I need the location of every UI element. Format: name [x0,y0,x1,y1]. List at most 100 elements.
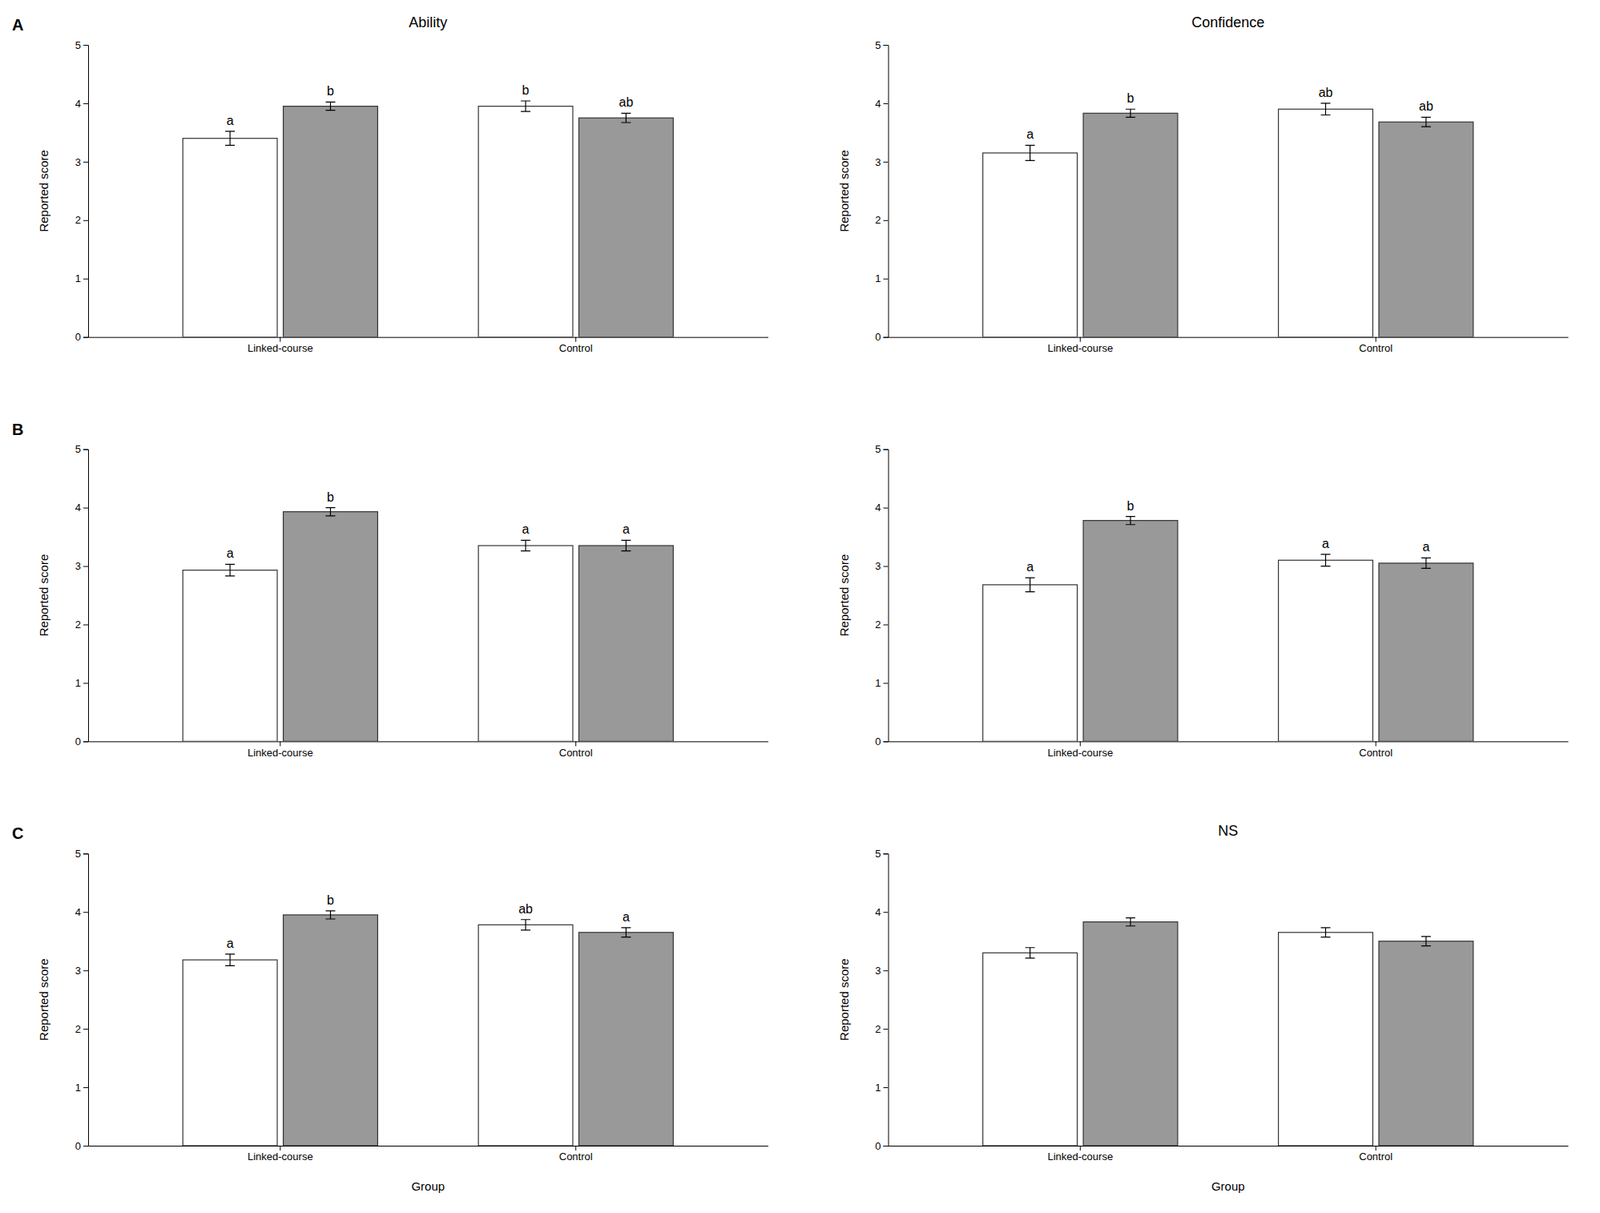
tick-mark [83,278,89,280]
tick: 3 [874,964,888,977]
tick: 3 [75,964,89,977]
tick-mark [83,337,89,339]
bar [182,138,278,338]
tick-label: Control [559,342,593,355]
tick: 4 [874,906,888,919]
tick-mark [83,911,89,913]
tick-mark [83,566,89,568]
tick-label: 1 [874,272,881,285]
error-bar [1125,516,1136,525]
tick-label: 5 [75,39,81,52]
tick: 5 [874,443,888,456]
title: Confidence [1191,14,1265,31]
letter-label: a [1026,127,1034,142]
tick-label: 4 [874,501,881,514]
tick-mark [575,337,577,343]
tick: Control [1358,337,1393,355]
axis-line [83,449,89,742]
marks [983,516,1474,742]
tick-mark [83,853,89,855]
x-axis: Linked-course Control [888,337,1569,355]
marks [983,103,1474,338]
error-bar [1421,936,1431,947]
bar [283,511,379,742]
y-axis: 012345 [75,39,89,344]
tick-mark [883,1028,889,1030]
axis-line [888,1145,1569,1147]
tick: Control [1358,1145,1393,1163]
tick-label: 2 [874,1023,881,1036]
letter-label: a [226,936,234,951]
x-axis: Linked-courseControl [888,1145,1569,1163]
letter-label: b [1127,499,1135,513]
tick-label: Linked-course [247,746,314,759]
tick-label: 2 [75,618,81,631]
tick-label: 2 [874,618,881,631]
error-bar [520,919,531,931]
tick-label: Linked-course [247,342,314,355]
tick-mark [83,220,89,222]
bar [578,117,674,338]
tick-mark [883,44,889,46]
panel: 012345Linked-courseControlNSReported sco… [837,822,1569,1193]
axis-line [883,45,890,339]
tick: 2 [874,618,888,631]
tick-label: 0 [75,330,81,343]
tick: Linked-course [247,1145,314,1163]
error-bar [1025,577,1036,593]
tick: 0 [874,330,888,343]
tick-label: 3 [874,560,881,573]
tick-label: 1 [75,272,81,285]
tick-mark [1375,337,1377,343]
error-bar [1321,554,1331,567]
tick-mark [83,970,89,972]
tick: 1 [874,677,888,690]
tick-label: 0 [75,735,81,748]
tick: 0 [874,1140,888,1153]
error-bar [225,131,235,146]
tick-mark [1080,1145,1081,1151]
tick-label: 1 [874,677,881,690]
axis-line [883,854,890,1147]
tick-label: 4 [75,906,81,919]
bar [1278,108,1374,337]
error-bar [520,540,531,551]
tick-mark [883,220,889,222]
tick: 1 [75,272,89,285]
error-bar [620,927,631,938]
error-bar [1421,557,1431,569]
marks [182,100,674,338]
error-bar [225,564,235,577]
tick-mark [83,741,89,742]
tick: 1 [874,1081,888,1094]
marks [182,910,674,1146]
letter-label: a [226,546,234,561]
letter-label: a [522,522,530,537]
axis-line [88,741,770,742]
tick-label: 4 [75,501,81,514]
bar [478,545,573,742]
tick: 5 [75,443,89,456]
x-axis: Linked-course Control [88,337,770,355]
letter-label: ab [1318,85,1334,100]
tick: Control [1358,741,1393,758]
tick-mark [279,1145,281,1151]
letter-labels: aabbab [1026,85,1434,142]
tick-mark [883,566,889,568]
bar [1083,112,1178,337]
y-axis: 012345 [874,847,889,1153]
tick-label: Linked-course [1047,342,1113,355]
y-label: Reported score [837,958,851,1041]
tick-mark [279,741,281,746]
tick: 4 [874,501,888,514]
tick-mark [83,682,89,684]
error-bar [1125,108,1136,117]
letter-label: a [1321,536,1330,551]
tick-mark [575,1145,577,1151]
tick: 4 [874,97,888,110]
tick: 2 [874,1023,888,1036]
tick-label: 3 [75,560,81,573]
x-label: Group [411,1179,445,1193]
letter-label: b [522,83,530,97]
tick-mark [883,161,889,163]
